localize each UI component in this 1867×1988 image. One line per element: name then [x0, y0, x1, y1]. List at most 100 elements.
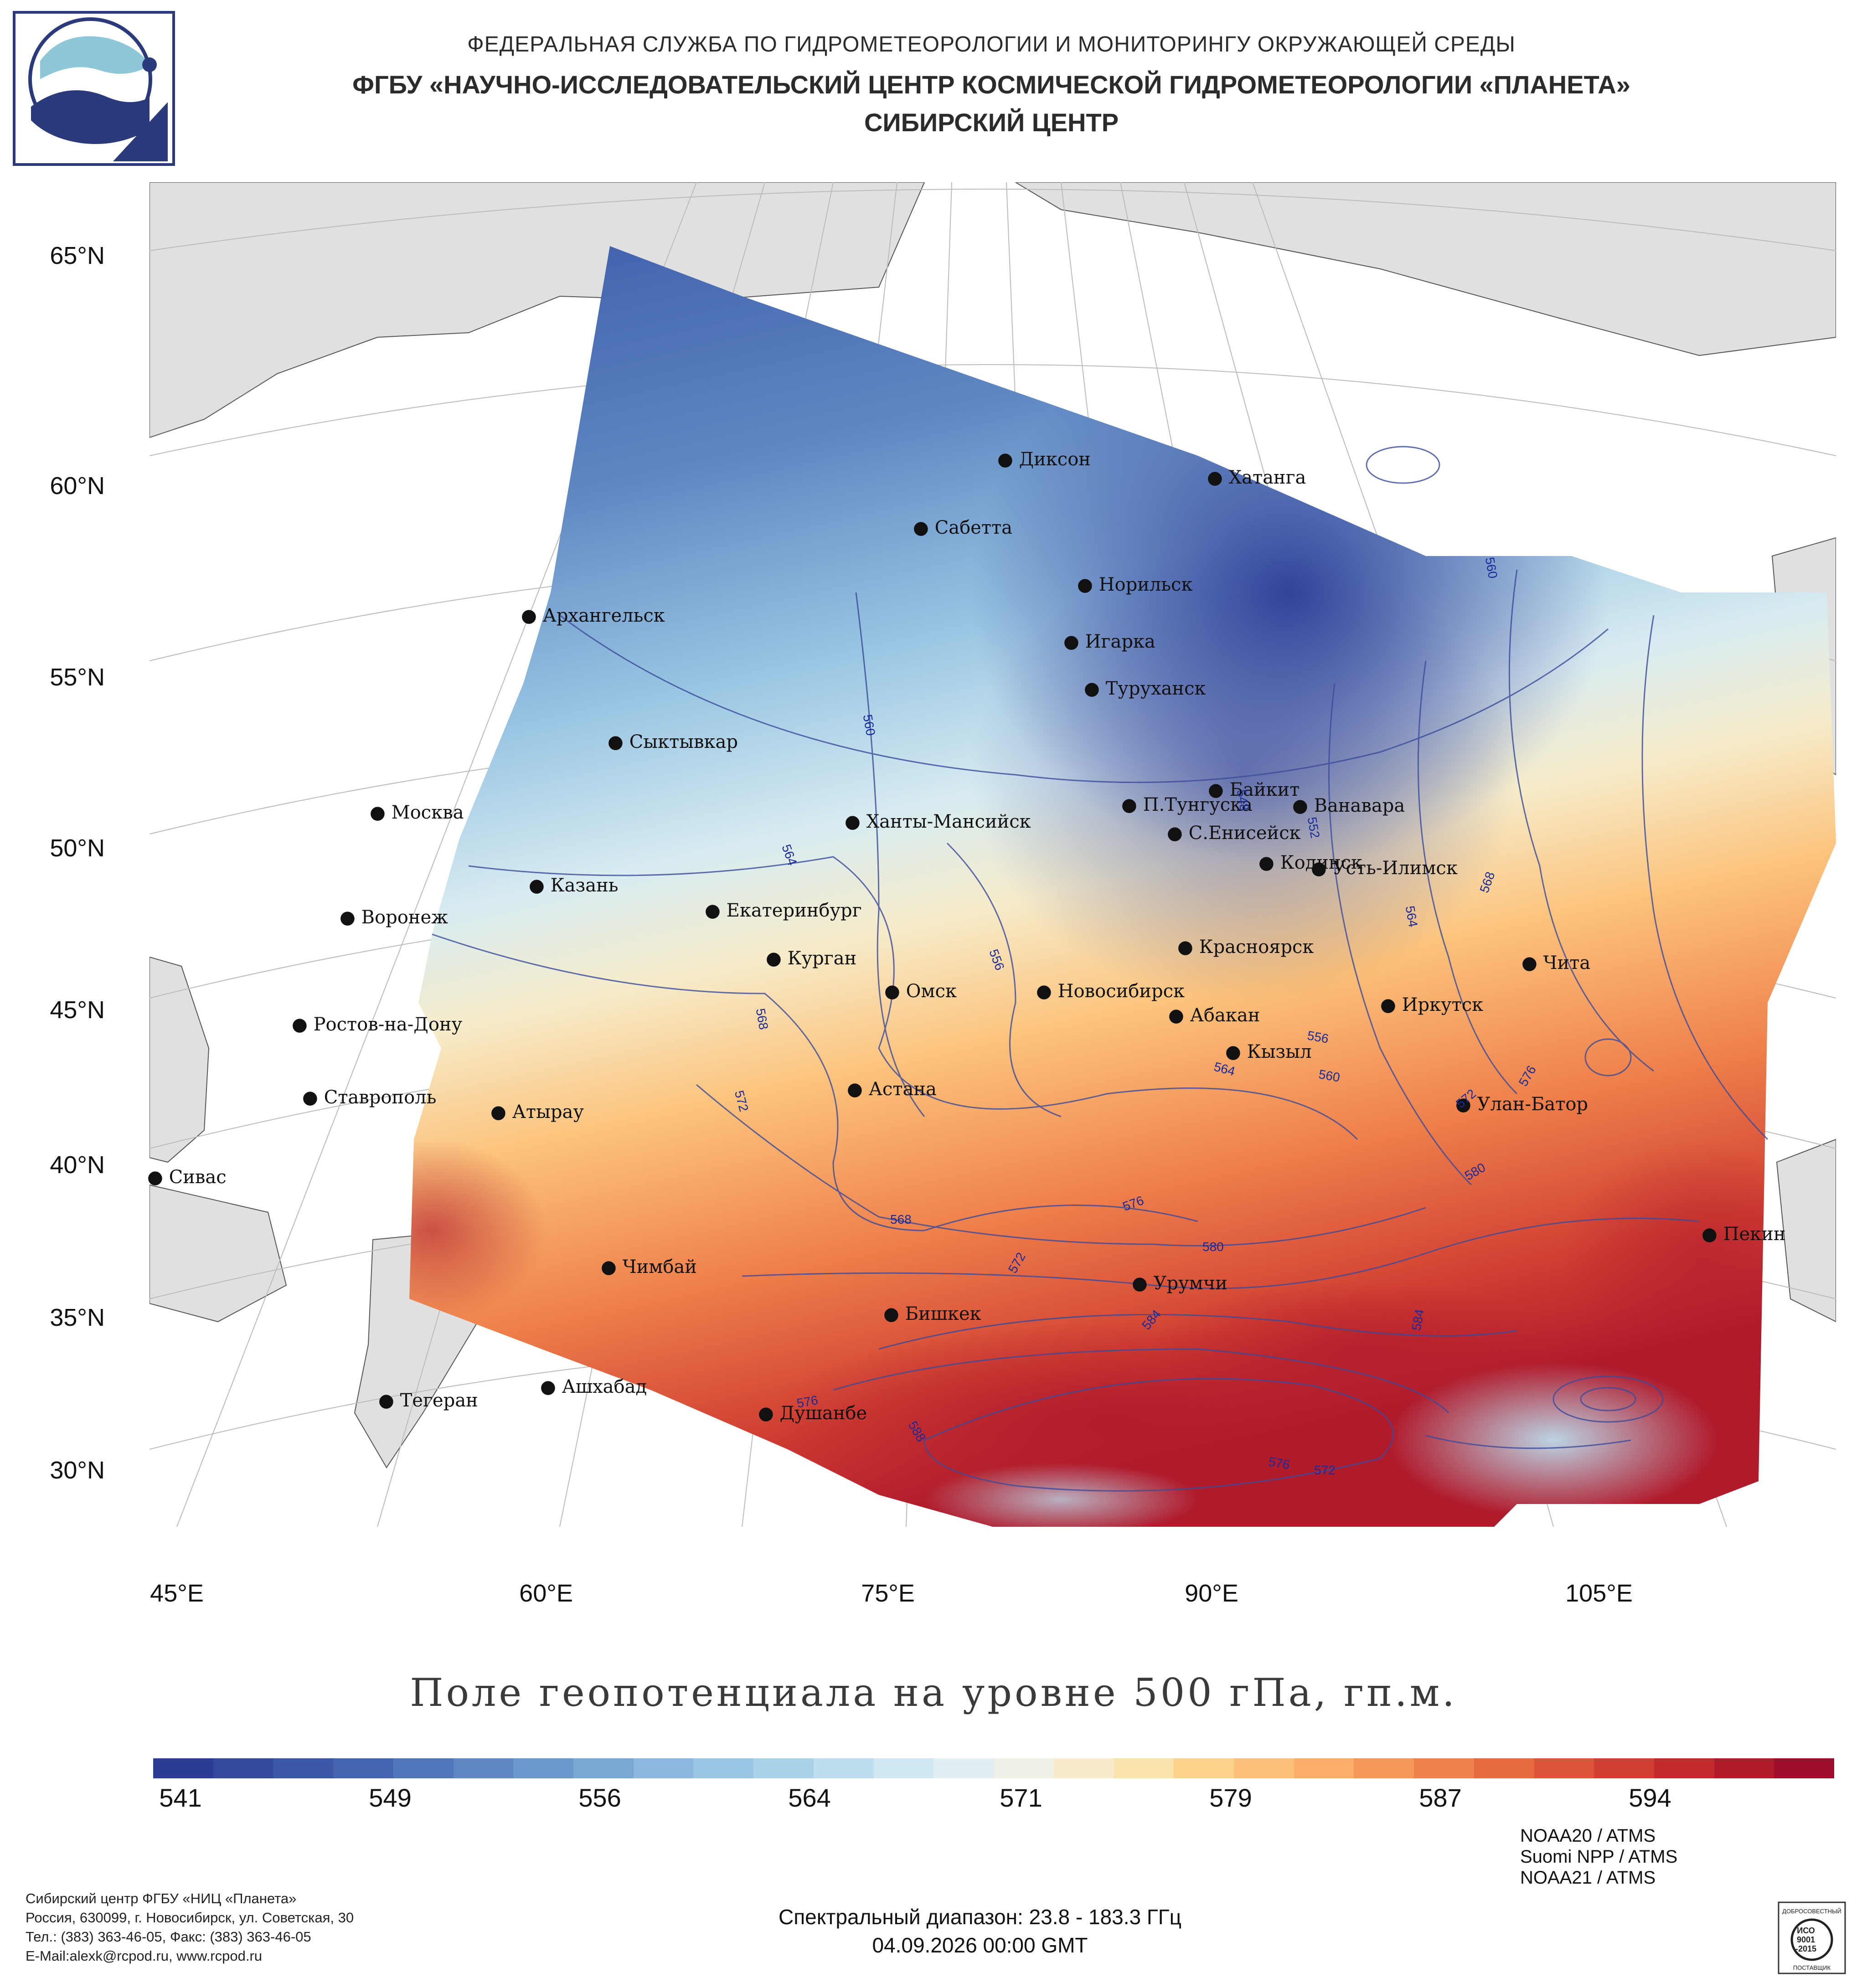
- colorbar-segment: [1174, 1758, 1234, 1778]
- city-bishkek: ● Бишкек: [883, 1303, 981, 1324]
- city-urumchi: ● Урумчи: [1132, 1273, 1227, 1294]
- colorbar-segment: [1053, 1758, 1114, 1778]
- city-syktyvkar: ● Сыктывкар: [608, 731, 738, 752]
- planeta-logo: [13, 11, 175, 166]
- city-vanavara: ● Ванавара: [1292, 795, 1405, 816]
- lon-label: 45°E: [150, 1580, 204, 1607]
- city-kyzyl: ● Кызыл: [1225, 1041, 1312, 1062]
- colorbar-tick: 594: [1629, 1783, 1671, 1812]
- city-moskva: ● Москва: [370, 802, 464, 823]
- colorbar-segment: [1714, 1758, 1774, 1778]
- colorbar-segment: [573, 1758, 634, 1778]
- colorbar-segment: [273, 1758, 334, 1778]
- city-stavropol: ● Ставрополь: [302, 1087, 437, 1108]
- city-kurgan: ● Курган: [766, 948, 857, 969]
- spectral-range: Спектральный диапазон: 23.8 - 183.3 ГГц: [778, 1905, 1182, 1929]
- colorbar-tick: 579: [1209, 1783, 1252, 1812]
- colorbar-segment: [453, 1758, 514, 1778]
- city-tegeran: ● Тегеран: [378, 1390, 478, 1411]
- contour-label: 572: [1314, 1463, 1336, 1477]
- colorbar-segment: [1354, 1758, 1414, 1778]
- city-ulan-bator: ● Улан-Батор: [1455, 1094, 1588, 1115]
- city-khatanga: ● Хатанга: [1207, 467, 1306, 488]
- city-novosibirsk: ● Новосибирск: [1036, 981, 1185, 1002]
- lat-label: 35°N: [50, 1304, 105, 1331]
- city-krasnoyarsk: ● Красноярск: [1177, 937, 1314, 958]
- city-chimbay: ● Чимбай: [601, 1257, 697, 1277]
- colorbar-segment: [934, 1758, 994, 1778]
- colorbar-segment: [393, 1758, 454, 1778]
- city-atyrau: ● Атырау: [490, 1102, 584, 1123]
- lat-label: 45°N: [50, 996, 105, 1024]
- city-yekaterinburg: ● Екатеринбург: [705, 900, 862, 921]
- colorbar-tick: 556: [578, 1783, 621, 1812]
- lat-label: 50°N: [50, 834, 105, 862]
- iso-text: ИСО: [1797, 1926, 1815, 1935]
- contour-label: 568: [890, 1212, 912, 1226]
- city-khanty-mansiysk: ● Ханты-Мансийск: [845, 811, 1031, 832]
- city-p-tunguska: ● П.Тунгуска: [1121, 794, 1253, 815]
- satellite: NOAA21 / ATMS: [1520, 1868, 1656, 1888]
- city-igarka: ● Игарка: [1063, 631, 1155, 652]
- city-sabetta: ● Сабетта: [913, 517, 1012, 538]
- colorbar-segment: [1114, 1758, 1174, 1778]
- city-abakan: ● Абакан: [1168, 1005, 1260, 1026]
- colorbar-segment: [813, 1758, 874, 1778]
- city-ust-ilimsk: ● Усть-Илимск: [1311, 858, 1458, 879]
- colorbar-segment: [153, 1758, 213, 1778]
- city-rostov-na-donu: ● Ростов-на-Дону: [292, 1014, 463, 1035]
- colorbar-tick: 549: [369, 1783, 412, 1812]
- satellite-list: NOAA20 / ATMS Suomi NPP / ATMS NOAA21 / …: [1520, 1825, 1677, 1888]
- colorbar-tick: 571: [1000, 1783, 1042, 1812]
- organization-contacts: Сибирский центр ФГБУ «НИЦ «Планета» Росс…: [26, 1889, 354, 1966]
- observation-info: Спектральный диапазон: 23.8 - 183.3 ГГц …: [638, 1903, 1322, 1959]
- org-phone: Тел.: (383) 363-46-05, Факс: (383) 363-4…: [26, 1929, 311, 1945]
- colorbar-tick: 564: [788, 1783, 831, 1812]
- colorbar-segment: [1474, 1758, 1534, 1778]
- colorbar-segment: [1774, 1758, 1835, 1778]
- org-address: Россия, 630099, г. Новосибирск, ул. Сове…: [26, 1910, 354, 1926]
- contour-label: 580: [1202, 1240, 1224, 1254]
- map-title: Поле геопотенциала на уровне 500 гПа, гп…: [410, 1670, 1457, 1715]
- iso-bottom-text: ПОСТАВЩИК: [1793, 1964, 1831, 1971]
- colorbar-segment: [1594, 1758, 1654, 1778]
- colorbar-segment: [1233, 1758, 1294, 1778]
- colorbar-segment: [994, 1758, 1054, 1778]
- iso-year: -2015: [1795, 1944, 1816, 1953]
- city-irkutsk: ● Иркутск: [1380, 994, 1484, 1015]
- lon-label: 90°E: [1185, 1580, 1238, 1607]
- city-baykit: ● Байкит: [1208, 779, 1300, 800]
- city-sivas: ● Сивас: [147, 1167, 227, 1188]
- colorbar-segment: [333, 1758, 393, 1778]
- colorbar-segment: [1654, 1758, 1714, 1778]
- colorbar-segment: [1414, 1758, 1474, 1778]
- city-voronezh: ● Воронеж: [340, 907, 448, 928]
- branch-name: СИБИРСКИЙ ЦЕНТР: [864, 108, 1119, 137]
- colorbar-segment: [213, 1758, 273, 1778]
- lat-label: 65°N: [50, 242, 105, 269]
- colorbar-segment: [633, 1758, 694, 1778]
- lat-label: 40°N: [50, 1151, 105, 1179]
- observation-datetime: 04.09.2026 00:00 GMT: [872, 1933, 1088, 1957]
- colorbar-segment: [753, 1758, 814, 1778]
- satellite: NOAA20 / ATMS: [1520, 1826, 1656, 1846]
- lon-label: 60°E: [519, 1580, 573, 1607]
- city-norilsk: ● Норильск: [1077, 574, 1193, 595]
- iso-number: 9001: [1797, 1935, 1815, 1944]
- geopotential-map: ● Диксон ● Хатанга ● Сабетта ● Норильск …: [147, 182, 1836, 1527]
- colorbar-segment: [1534, 1758, 1594, 1778]
- org-email: E-Mail:alexk@rcpod.ru, www.rcpod.ru: [26, 1948, 263, 1964]
- lat-label: 55°N: [50, 664, 105, 691]
- colorbar: [153, 1758, 1835, 1778]
- city-dushanbe: ● Душанбе: [758, 1403, 867, 1424]
- lon-label: 75°E: [861, 1580, 915, 1607]
- city-kodinsk: ● Кодинск: [1258, 852, 1363, 873]
- iso-certification-badge: ДОБРОСОВЕСТНЫЙ ИСО 9001 -2015 ПОСТАВЩИК: [1778, 1901, 1846, 1974]
- agency-name: ФЕДЕРАЛЬНАЯ СЛУЖБА ПО ГИДРОМЕТЕОРОЛОГИИ …: [467, 32, 1516, 57]
- colorbar-segment: [513, 1758, 574, 1778]
- colorbar-tick: 541: [159, 1783, 202, 1812]
- header: ФЕДЕРАЛЬНАЯ СЛУЖБА ПО ГИДРОМЕТЕОРОЛОГИИ …: [182, 32, 1800, 137]
- lat-label: 30°N: [50, 1457, 105, 1484]
- center-name: ФГБУ «НАУЧНО-ИССЛЕДОВАТЕЛЬСКИЙ ЦЕНТР КОС…: [352, 70, 1630, 99]
- city-dikson: ● Диксон: [997, 449, 1091, 470]
